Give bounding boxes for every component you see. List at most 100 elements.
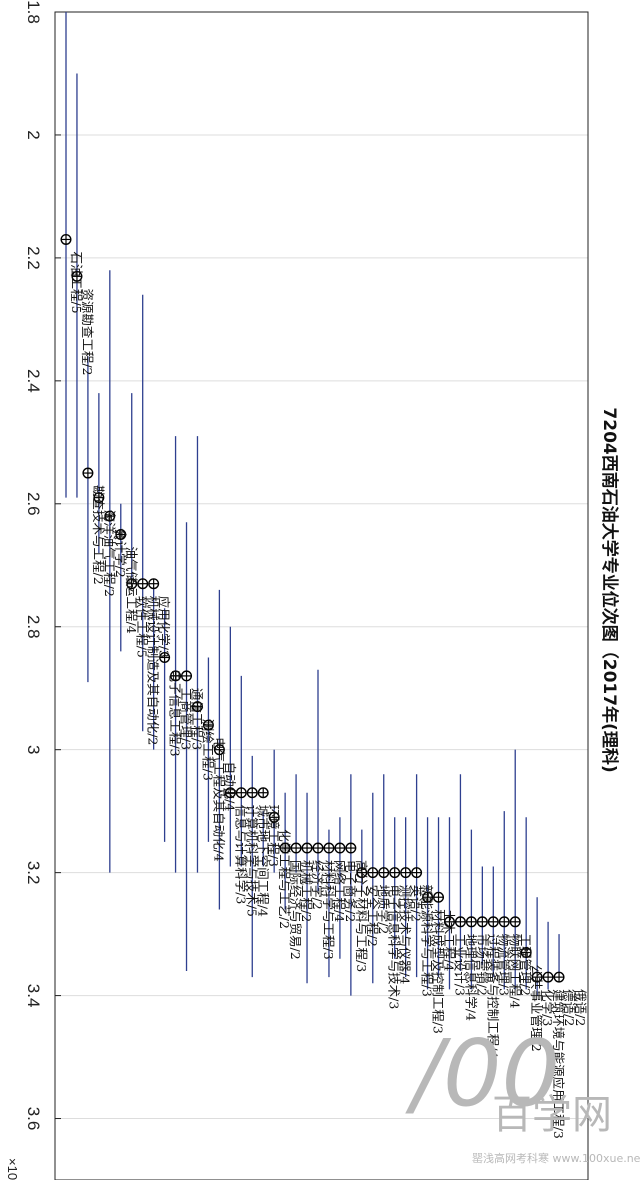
chart-title: 7204西南石油大学专业位次图（2017年(理科) [599, 407, 620, 772]
y-tick-label: 2 [24, 130, 43, 139]
category-label: 电子商务/2 [343, 860, 358, 922]
rank-marker [356, 867, 368, 879]
y-tick-label: 2.8 [24, 615, 43, 639]
category-label: 软件工程/5 [135, 596, 150, 658]
category-label: 通信工程/3 [190, 688, 205, 750]
rank-marker [246, 787, 258, 799]
category-label: 地理信息科学/4 [463, 934, 478, 1021]
category-label: 自动化/4 [222, 762, 237, 812]
rank-marker [334, 842, 346, 854]
rank-marker [476, 916, 488, 928]
y-axis-exponent: ×10⁴ [5, 1158, 20, 1180]
rank-marker [268, 811, 280, 823]
rank-marker [509, 916, 521, 928]
rank-marker [213, 744, 225, 756]
rank-marker [498, 916, 510, 928]
rank-marker [148, 578, 160, 590]
rank-marker [301, 842, 313, 854]
rank-marker [71, 270, 83, 282]
y-tick-label: 3.2 [24, 861, 43, 885]
y-tick-label: 3.4 [24, 984, 43, 1008]
category-label: 安全工程/2 [365, 885, 380, 947]
category-label: 高分子材料与工程/3 [354, 860, 369, 972]
category-label: 材料成型及控制工程/3 [431, 909, 446, 1034]
category-label: 物流管理/3 [496, 934, 511, 996]
category-label: 资源勘查工程/2 [80, 288, 95, 375]
category-label: 土木工程/4 [442, 909, 457, 971]
category-label: 环境工程/3 [266, 805, 281, 867]
rank-marker [531, 971, 543, 983]
category-label: 石油工程/5 [69, 251, 84, 313]
rank-marker [115, 529, 127, 541]
rank-marker [400, 867, 412, 879]
category-label: 英语/2 [409, 885, 424, 922]
category-label: 材料科学与工程/3 [321, 860, 336, 960]
category-label: 化学工程与工艺/2 [277, 829, 292, 929]
category-label: 国际经济与贸易/2 [288, 860, 303, 960]
category-label: 德语/2 [562, 989, 577, 1026]
category-label: 物联网工程/4 [507, 934, 522, 1009]
y-tick-label: 2.4 [24, 369, 43, 393]
category-label: 机械工程/2 [299, 860, 314, 922]
category-label: 电子信息科学与技术/3 [387, 885, 402, 1010]
watermark-logo-mark: /00 [405, 1020, 560, 1127]
y-tick-label: 3.6 [24, 1107, 43, 1131]
category-label: 机械设计制造及其自动化/2 [146, 596, 161, 746]
category-label: 计算机科学与技术/5 [244, 805, 259, 917]
category-label: 应用化学/3 [157, 596, 172, 658]
rank-marker [520, 947, 532, 959]
category-label: 勘查技术与工程/2 [91, 485, 106, 585]
watermark-sub-text: 罂浅高网考科寒 www.100xue.net [472, 1151, 640, 1165]
rank-marker [235, 787, 247, 799]
category-label: 建筑环境与能源应用工程/3 [551, 989, 566, 1139]
rank-marker [290, 842, 302, 854]
category-label: 网络工程/4 [332, 860, 347, 922]
rank-marker [443, 916, 455, 928]
rank-marker [345, 842, 357, 854]
rank-marker [542, 971, 554, 983]
rank-marker [323, 842, 335, 854]
rank-marker [170, 670, 182, 682]
category-label: 会计学/2 [113, 528, 128, 578]
rank-marker [181, 670, 193, 682]
category-label: 经济学/2 [310, 860, 325, 910]
rank-marker [312, 842, 324, 854]
category-label: 油气储运工程/4 [124, 547, 139, 634]
rank-marker [367, 867, 379, 879]
rank-marker [433, 891, 445, 903]
y-tick-label: 2.6 [24, 492, 43, 516]
rank-marker [454, 916, 466, 928]
rank-marker [422, 891, 434, 903]
rank-markers [60, 233, 565, 983]
rank-marker [224, 787, 236, 799]
rank-marker [137, 578, 149, 590]
category-label: 电气工程及其自动化/4 [211, 737, 226, 862]
category-label: 地质学/2 [376, 885, 391, 935]
rank-marker [191, 701, 203, 713]
category-label: 公共事业管理/2 [529, 965, 544, 1052]
y-tick-label: 2.2 [24, 246, 43, 270]
rank-marker [93, 492, 105, 504]
category-label: 信息与计算科学/3 [233, 805, 248, 905]
category-label: 新能源科学与工程/3 [420, 885, 435, 997]
plot-frame [54, 11, 589, 1180]
rank-marker [411, 867, 423, 879]
category-label: 过程装备与控制工程/4 [485, 934, 500, 1059]
watermark-logo-text: 百学网 [492, 1092, 612, 1138]
rank-marker [82, 467, 94, 479]
category-label: 工业设计/3 [452, 934, 467, 996]
category-label: 电子信息工程/3 [168, 669, 183, 756]
plot-area [54, 11, 589, 1180]
category-label: 工商管理/3 [179, 688, 194, 750]
category-label: 市场营销/2 [474, 934, 489, 996]
y-axis-ticks: 1.8 2 2.2 2.4 2.6 2.8 3 3.2 3.4 3.6 [24, 0, 61, 1130]
rank-marker [104, 510, 116, 522]
rank-marker [159, 651, 171, 663]
rank-marker [389, 867, 401, 879]
category-label: 测绘工程/3 [200, 719, 215, 781]
grid-lines [55, 11, 588, 1120]
category-label: 俄语/2 [573, 989, 588, 1026]
y-tick-label: 1.8 [24, 0, 43, 24]
